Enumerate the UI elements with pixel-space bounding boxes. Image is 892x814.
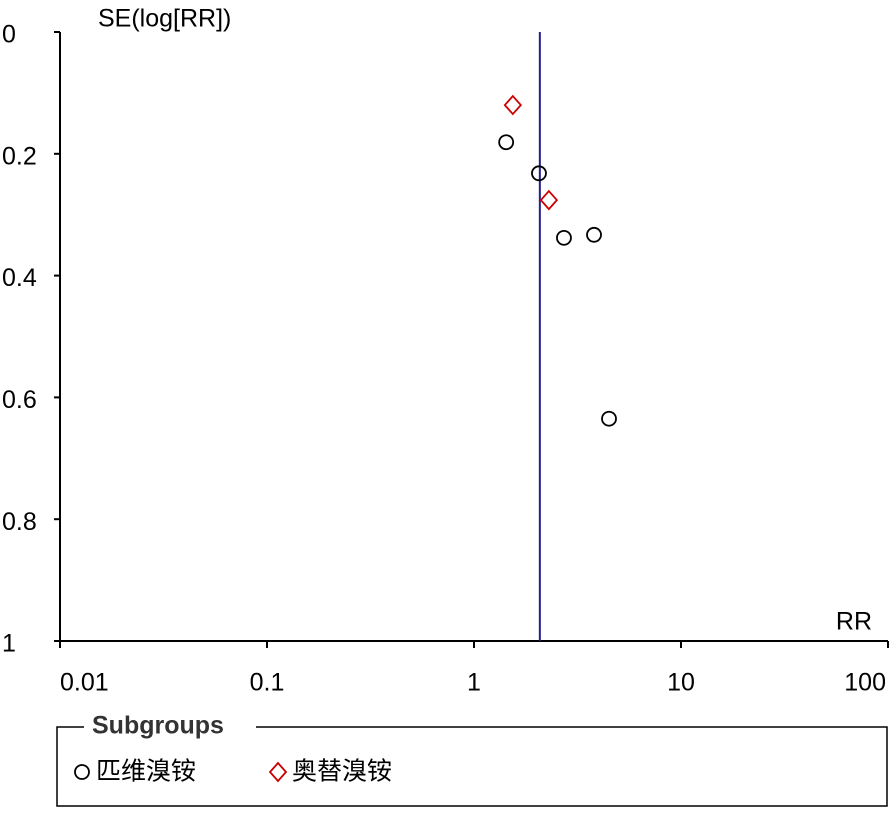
data-point	[498, 134, 515, 151]
x-tick-label: 0.01	[60, 669, 109, 697]
data-point	[586, 226, 602, 243]
y-tick-label: 0.4	[2, 264, 37, 292]
x-tick-label: 1	[467, 669, 481, 697]
x-tick-label: 100	[844, 669, 886, 697]
data-point	[539, 189, 559, 211]
y-tick-label: 0.6	[2, 386, 37, 414]
legend-marker	[268, 761, 288, 783]
x-tick-label: 10	[667, 669, 695, 697]
legend-label: 匹维溴铵	[96, 758, 196, 786]
data-point	[556, 229, 572, 246]
legend-box	[56, 726, 888, 807]
y-tick-label: 0.8	[2, 508, 37, 536]
y-tick-label: 1	[2, 630, 16, 658]
x-axis-label: RR	[836, 608, 872, 636]
y-tick-label: 0.2	[2, 142, 37, 170]
data-point	[503, 94, 523, 116]
legend-marker	[74, 764, 90, 780]
y-tick-label: 0	[2, 21, 16, 49]
data-point	[531, 165, 547, 182]
legend-label: 奥替溴铵	[292, 758, 392, 786]
legend-title-bg	[84, 712, 256, 740]
y-axis-label: SE(log[RR])	[98, 5, 231, 33]
data-point	[601, 410, 617, 427]
legend-title: Subgroups	[92, 712, 224, 740]
x-tick-label: 0.1	[250, 669, 285, 697]
